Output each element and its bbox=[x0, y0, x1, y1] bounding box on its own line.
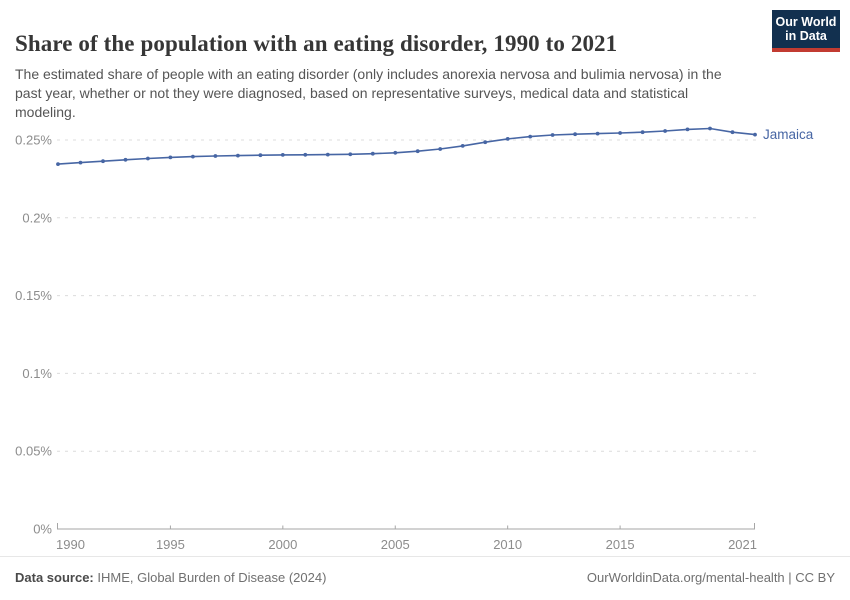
line-chart-canvas: 0% 0.05% 0.1% 0.15% 0.2% 0.25% 1990 1995 2000 200… bbox=[15, 126, 814, 552]
data-point-2002[interactable] bbox=[325, 152, 330, 157]
data-point-2011[interactable] bbox=[528, 134, 533, 139]
data-point-1997[interactable] bbox=[213, 154, 218, 158]
data-point-2017[interactable] bbox=[663, 129, 667, 133]
x-tick-label-2010: 2010 bbox=[493, 537, 522, 552]
chart-title: Share of the population with an eating d… bbox=[15, 31, 618, 57]
data-point-2008[interactable] bbox=[460, 144, 465, 148]
x-tick-label-2005: 2005 bbox=[381, 537, 410, 552]
data-point-2016[interactable] bbox=[640, 130, 645, 135]
data-point-1996[interactable] bbox=[191, 154, 195, 159]
data-point-2001[interactable] bbox=[303, 152, 308, 157]
data-point-2005[interactable] bbox=[393, 150, 398, 155]
footer-attribution[interactable]: OurWorldinData.org/mental-health | CC BY bbox=[586, 570, 835, 585]
data-point-2004[interactable] bbox=[370, 151, 375, 156]
jamaica-line[interactable] bbox=[57, 127, 756, 165]
owid-logo-line2: in Data bbox=[785, 29, 827, 43]
x-tick-label-1990: 1990 bbox=[56, 537, 85, 552]
x-tick-label-2015: 2015 bbox=[606, 537, 635, 552]
data-source: Data source: IHME, Global Burden of Dise… bbox=[15, 570, 326, 600]
series-end-label-jamaica[interactable]: Jamaica bbox=[763, 127, 814, 142]
data-point-2018[interactable] bbox=[685, 127, 690, 132]
y-tick-label-0.15%: 0.15% bbox=[15, 288, 52, 303]
data-point-2015[interactable] bbox=[618, 131, 622, 135]
chart-footer: Data source: IHME, Global Burden of Dise… bbox=[0, 556, 850, 600]
x-tick-label-1995: 1995 bbox=[156, 537, 185, 552]
data-point-1991[interactable] bbox=[78, 160, 83, 165]
y-tick-label-0.1%: 0.1% bbox=[22, 366, 52, 381]
x-axis bbox=[57, 523, 755, 530]
data-point-2006[interactable] bbox=[415, 149, 420, 154]
data-point-2003[interactable] bbox=[348, 152, 353, 157]
data-source-label: Data source: bbox=[15, 570, 94, 585]
data-point-1998[interactable] bbox=[236, 153, 240, 158]
data-source-text: IHME, Global Burden of Disease (2024) bbox=[93, 570, 327, 585]
data-point-1994[interactable] bbox=[146, 156, 150, 161]
x-tick-label-2000: 2000 bbox=[268, 537, 297, 552]
data-point-2019[interactable] bbox=[708, 126, 712, 131]
owid-logo[interactable]: Our World in Data bbox=[772, 10, 840, 52]
data-point-2014[interactable] bbox=[595, 131, 600, 136]
jamaica-line-series[interactable] bbox=[56, 126, 757, 167]
data-point-1995[interactable] bbox=[168, 155, 173, 160]
data-point-2021[interactable] bbox=[753, 132, 757, 137]
data-point-1993[interactable] bbox=[123, 157, 128, 162]
x-tick-label-2021: 2021 bbox=[728, 537, 757, 552]
data-point-2009[interactable] bbox=[483, 140, 488, 145]
data-point-2010[interactable] bbox=[505, 137, 510, 141]
y-tick-label-0%: 0% bbox=[33, 522, 52, 537]
data-point-2020[interactable] bbox=[730, 130, 735, 135]
y-gridlines bbox=[57, 139, 757, 452]
chart-subtitle: The estimated share of people with an ea… bbox=[15, 66, 722, 120]
data-point-1992[interactable] bbox=[101, 159, 105, 164]
x-axis-labels: 1990 1995 2000 2005 2010 2015 2021 bbox=[56, 537, 757, 552]
data-point-2013[interactable] bbox=[573, 132, 577, 137]
y-axis-labels: 0% 0.05% 0.1% 0.15% 0.2% 0.25% bbox=[15, 133, 52, 537]
data-point-1990[interactable] bbox=[56, 162, 60, 167]
y-tick-label-0.05%: 0.05% bbox=[15, 444, 52, 459]
data-point-2000[interactable] bbox=[280, 153, 285, 157]
y-tick-label-0.25%: 0.25% bbox=[15, 133, 52, 148]
owid-logo-line1: Our World bbox=[775, 15, 837, 29]
data-point-2007[interactable] bbox=[438, 147, 443, 151]
data-point-1999[interactable] bbox=[258, 153, 263, 158]
data-point-2012[interactable] bbox=[550, 133, 555, 137]
y-tick-label-0.2%: 0.2% bbox=[22, 210, 52, 225]
